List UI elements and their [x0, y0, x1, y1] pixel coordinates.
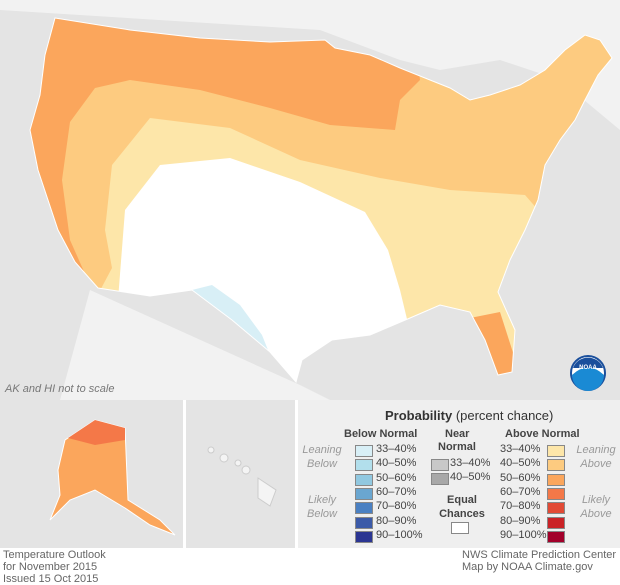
above-normal-label: 50–60%	[500, 471, 541, 484]
below-normal-swatch	[355, 459, 373, 472]
below-normal-header: Below Normal	[344, 428, 418, 440]
alaska-svg	[49, 419, 176, 536]
scale-note: AK and HI not to scale	[5, 383, 115, 395]
above-normal-swatch	[547, 487, 565, 500]
above-normal-swatch	[547, 445, 565, 457]
above-normal-label: 90–100%	[500, 528, 547, 541]
likely-below-label: Likely Below	[307, 494, 337, 520]
alaska-above-60-70	[68, 420, 125, 445]
equal-chances-swatch	[451, 522, 469, 534]
leaning-above-label: Leaning Above	[576, 444, 616, 470]
near-normal-swatch	[431, 473, 449, 486]
svg-text:NOAA: NOAA	[579, 365, 597, 371]
us-outline	[29, 17, 613, 384]
region-above-50-60	[30, 18, 420, 300]
above-normal-label: 40–50%	[500, 457, 541, 470]
below-normal-swatch	[355, 502, 373, 515]
above-normal-header: Above Normal	[505, 428, 580, 440]
alaska-inset	[0, 400, 183, 548]
below-normal-label: 50–60%	[376, 471, 417, 484]
near-normal-header: Near	[445, 428, 470, 440]
near-normal-swatch	[431, 459, 449, 471]
region-above-50-60-florida	[470, 312, 525, 382]
likely-above-label: Likely Above	[580, 494, 612, 520]
below-normal-swatch	[355, 445, 373, 457]
alaska-above-50-60	[49, 419, 176, 536]
near-normal-header-2: Normal	[438, 441, 476, 453]
mexico-land	[60, 290, 330, 400]
footer-left: Temperature Outlook for November 2015 Issu…	[3, 549, 106, 585]
below-normal-label: 80–90%	[376, 514, 417, 527]
conus-map: NOAA AK and HI not to scale	[0, 0, 620, 400]
above-normal-label: 60–70%	[500, 485, 541, 498]
below-normal-label: 40–50%	[376, 457, 417, 470]
near-normal-label: 33–40%	[450, 457, 491, 469]
above-normal-label: 33–40%	[500, 443, 541, 455]
below-normal-swatch	[355, 473, 373, 486]
leaning-below-label: Leaning Below	[302, 444, 342, 470]
legend-title: Probability (percent chance)	[385, 408, 554, 423]
canada-land	[0, 0, 620, 130]
above-normal-swatch	[547, 516, 565, 529]
above-normal-swatch	[547, 530, 565, 543]
below-normal-label: 90–100%	[376, 528, 423, 541]
above-normal-swatch	[547, 473, 565, 486]
above-normal-swatch	[547, 502, 565, 515]
hawaii-inset	[186, 400, 295, 548]
below-normal-label: 60–70%	[376, 485, 417, 498]
below-normal-label: 33–40%	[376, 443, 417, 455]
equal-chances-label: Equal Chances	[439, 494, 485, 520]
above-normal-swatch	[547, 459, 565, 472]
below-normal-swatch	[355, 530, 373, 543]
near-normal-label: 40–50%	[450, 471, 491, 484]
above-normal-label: 70–80%	[500, 500, 541, 513]
legend: Probability (percent chance) Below Norma…	[298, 400, 620, 548]
hawaii-svg	[207, 446, 277, 507]
below-normal-swatch	[355, 487, 373, 500]
noaa-logo: NOAA	[570, 355, 606, 391]
conus-svg: NOAA	[0, 0, 620, 400]
footer-right: NWS Climate Prediction Center Map by NOAA…	[462, 549, 617, 573]
above-normal-label: 80–90%	[500, 514, 541, 527]
below-normal-swatch	[355, 516, 373, 529]
below-normal-label: 70–80%	[376, 500, 417, 513]
